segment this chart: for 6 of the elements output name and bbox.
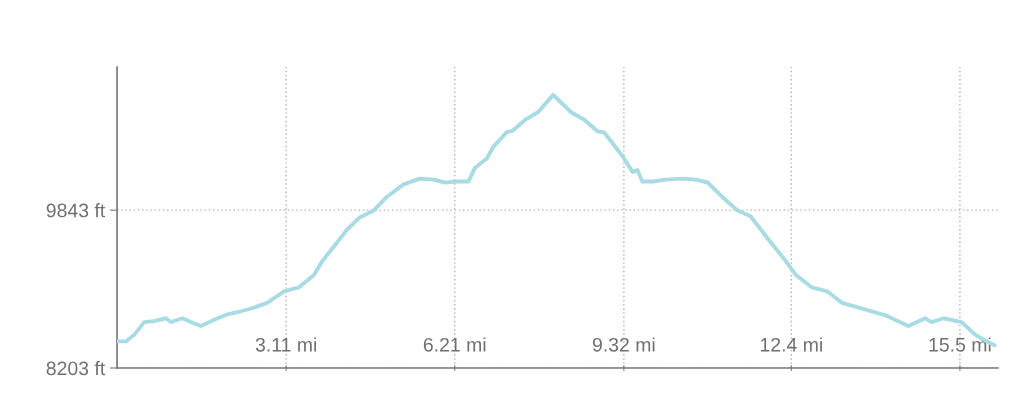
x-tick-label: 6.21 mi <box>423 337 486 352</box>
y-tick-label: 9843 ft <box>46 203 106 218</box>
x-tick-label: 3.11 mi <box>255 337 317 352</box>
x-tick-label: 9.32 mi <box>592 337 655 352</box>
y-tick-label: 8203 ft <box>46 360 106 376</box>
x-tick-label: 12.4 mi <box>760 337 822 352</box>
